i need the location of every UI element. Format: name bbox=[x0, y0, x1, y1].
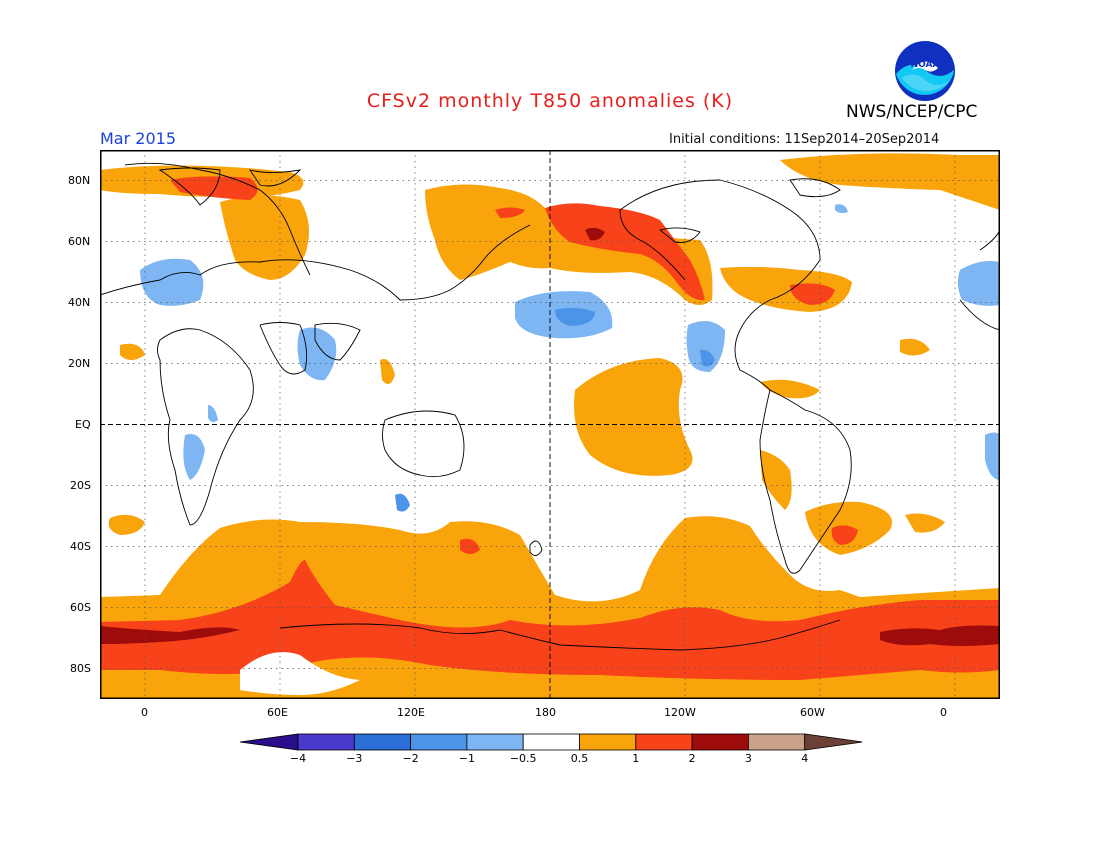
lat-label: 80N bbox=[68, 174, 91, 187]
lon-label: 0 bbox=[141, 706, 148, 719]
colorbar bbox=[240, 733, 862, 751]
lon-label: 120E bbox=[397, 706, 425, 719]
colorbar-segment bbox=[353, 733, 412, 751]
colorbar-tick-label: −0.5 bbox=[509, 752, 537, 765]
tropical-warm-anomalies bbox=[108, 338, 945, 555]
lat-label: 20N bbox=[68, 357, 91, 370]
map-graticule bbox=[100, 150, 1000, 699]
reference-lines bbox=[100, 150, 1000, 699]
lon-label: 180 bbox=[535, 706, 556, 719]
lat-label: 40S bbox=[70, 540, 91, 553]
colorbar-tick-label: 0.5 bbox=[570, 752, 589, 765]
initial-conditions: Initial conditions: 11Sep2014–20Sep2014 bbox=[669, 132, 940, 147]
lon-label: 60W bbox=[800, 706, 825, 719]
anomaly-map bbox=[100, 150, 1000, 699]
colorbar-arrow-low bbox=[240, 733, 299, 751]
lat-label: 20S bbox=[70, 479, 91, 492]
cold-anomalies bbox=[140, 204, 1000, 512]
lon-label: 60E bbox=[267, 706, 288, 719]
lon-label: 120W bbox=[664, 706, 696, 719]
noaa-logo: NOAA bbox=[895, 41, 955, 101]
colorbar-tick-label: 4 bbox=[801, 752, 809, 765]
colorbar-segment bbox=[635, 733, 693, 751]
lat-label: 60N bbox=[68, 235, 91, 248]
colorbar-segment bbox=[466, 733, 524, 751]
colorbar-tick-label: 3 bbox=[744, 752, 752, 765]
colorbar-segment bbox=[297, 733, 355, 751]
colorbar-tick-label: −3 bbox=[346, 752, 363, 765]
northern-warm-anomalies bbox=[100, 153, 1000, 312]
svg-text:NOAA: NOAA bbox=[911, 60, 940, 70]
colorbar-tick-label: −4 bbox=[289, 752, 307, 765]
lat-label: 80S bbox=[70, 662, 91, 675]
colorbar-arrow-high bbox=[804, 733, 862, 751]
colorbar-tick-label: 2 bbox=[688, 752, 696, 765]
colorbar-segment bbox=[410, 733, 468, 751]
forecast-period: Mar 2015 bbox=[100, 129, 176, 148]
colorbar-tick-label: 1 bbox=[632, 752, 640, 765]
colorbar-segment bbox=[691, 733, 749, 751]
lon-label: 0 bbox=[940, 706, 947, 719]
lat-label: EQ bbox=[75, 418, 91, 431]
colorbar-segment bbox=[747, 733, 806, 751]
colorbar-segment bbox=[522, 733, 580, 751]
figure-title: CFSv2 monthly T850 anomalies (K) bbox=[366, 90, 734, 112]
agency-label: NWS/NCEP/CPC bbox=[846, 102, 978, 122]
colorbar-segment bbox=[579, 733, 637, 751]
lat-label: 60S bbox=[70, 601, 91, 614]
colorbar-tick-label: −2 bbox=[402, 752, 419, 765]
lat-label: 40N bbox=[68, 296, 91, 309]
coastlines bbox=[100, 162, 1000, 651]
colorbar-tick-label: −1 bbox=[458, 752, 475, 765]
